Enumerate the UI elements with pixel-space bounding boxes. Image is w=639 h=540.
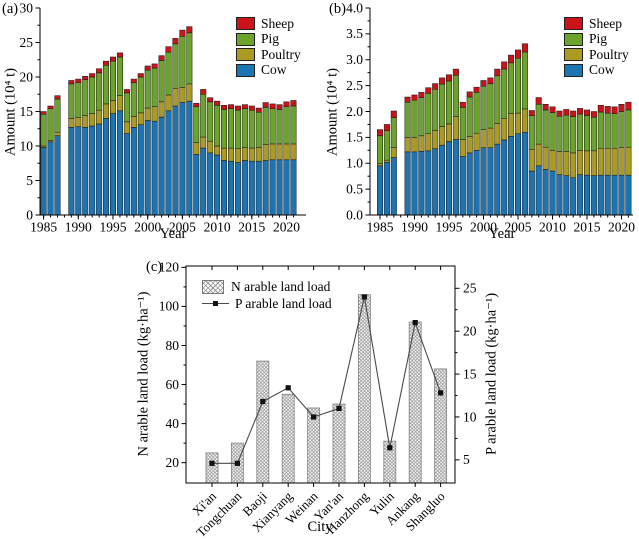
svg-text:15: 15 [463, 366, 477, 381]
panel-b: 0.0 0.5 1.0 1.5 2.0 2.5 3.0 3.5 4.0 1985 1990 1995 2… [320, 0, 639, 250]
svg-text:40: 40 [166, 416, 180, 431]
svg-text:2005: 2005 [169, 220, 196, 235]
legend-label-sheep: Sheep [589, 15, 622, 31]
svg-text:10: 10 [463, 409, 477, 424]
svg-text:5: 5 [463, 452, 470, 467]
legend-label-sheep: Sheep [261, 15, 294, 31]
panel-b-plot: 0.0 0.5 1.0 1.5 2.0 2.5 3.0 3.5 4.0 1985 1990 1995 2… [346, 0, 635, 235]
svg-text:1990: 1990 [401, 220, 428, 235]
legend-item-sheep: Sheep [236, 16, 301, 32]
n-load-hatch-swatch [202, 279, 224, 294]
svg-text:20: 20 [20, 69, 34, 84]
pig-color-swatch [564, 32, 583, 46]
svg-text:1985: 1985 [367, 220, 394, 235]
legend-item-sheep: Sheep [564, 16, 629, 32]
svg-text:2020: 2020 [608, 220, 635, 235]
svg-text:2.5: 2.5 [346, 78, 363, 93]
svg-text:80: 80 [166, 338, 180, 353]
legend-label-poultry: Poultry [589, 46, 629, 62]
svg-text:20: 20 [166, 455, 180, 470]
svg-text:0.0: 0.0 [346, 207, 363, 222]
svg-text:1990: 1990 [65, 220, 92, 235]
svg-text:10: 10 [20, 138, 34, 153]
svg-text:5: 5 [26, 173, 33, 188]
legend-item-pig: Pig [564, 31, 629, 48]
legend-item-cow: Cow [564, 62, 629, 79]
panel-c-label: (c) [146, 259, 163, 275]
poultry-color-swatch [236, 48, 255, 62]
svg-text:2005: 2005 [505, 220, 532, 235]
svg-text:1.0: 1.0 [346, 156, 363, 171]
svg-text:1.5: 1.5 [346, 130, 363, 145]
panel-a-plot: 0 5 10 15 20 25 30 1985 1990 1995 2000 2005 2010 2015… [20, 0, 306, 235]
legend-label-pig: Pig [261, 31, 280, 47]
panel-a-x-axis-label: Year [159, 226, 187, 242]
panel-a: 0 5 10 15 20 25 30 1985 1990 1995 2000 2005 2010 2015… [0, 0, 320, 250]
sheep-color-swatch [564, 17, 583, 31]
svg-text:2020: 2020 [273, 220, 300, 235]
svg-text:2015: 2015 [574, 220, 601, 235]
svg-text:1995: 1995 [436, 220, 463, 235]
svg-text:0: 0 [26, 207, 33, 222]
svg-text:15: 15 [20, 104, 34, 119]
panel-b-y-axis-label: Amount (10⁴ t) [324, 67, 341, 157]
legend-item-cow: Cow [236, 62, 301, 79]
svg-text:1985: 1985 [30, 220, 57, 235]
panel-c-plot: 20406080100120510152025Xi'anTongchuanBao… [159, 260, 477, 540]
panel-c-x-axis-label: City [307, 519, 333, 535]
svg-text:2000: 2000 [470, 220, 497, 235]
panel-c-legend: N arable land load P arable land load [202, 278, 332, 312]
panel-a-legend: Sheep Pig Poultry Cow [236, 16, 301, 78]
svg-text:4.0: 4.0 [346, 0, 363, 15]
poultry-color-swatch [564, 48, 583, 62]
svg-text:2010: 2010 [204, 220, 231, 235]
panel-a-label: (a) [2, 1, 19, 17]
svg-text:25: 25 [20, 35, 34, 50]
legend-item-poultry: Poultry [564, 47, 629, 63]
panel-c-right-axis-label: P arable land load (kg·ha⁻¹) [483, 292, 500, 456]
panel-a-y-axis-label: Amount (10⁴ t) [2, 67, 19, 157]
legend-item-poultry: Poultry [236, 47, 301, 63]
p-load-line-swatch [202, 298, 229, 310]
panel-b-x-axis-label: Year [488, 226, 516, 242]
panel-c: 20 40 60 80 100 120 5 10 15 20 25 Xi'an Tongchuan Bao… [130, 255, 510, 540]
svg-text:25: 25 [463, 281, 477, 296]
legend-label-cow: Cow [589, 62, 615, 78]
legend-item-p-load: P arable land load [202, 295, 332, 312]
legend-label-pig: Pig [589, 31, 608, 47]
legend-item-n-load: N arable land load [202, 278, 332, 295]
legend-label-n-load: N arable land load [231, 278, 331, 294]
cow-color-swatch [564, 63, 583, 77]
panel-c-left-axis-label: N arable land load (kg·ha⁻¹) [135, 291, 152, 457]
svg-text:1995: 1995 [100, 220, 127, 235]
svg-text:2000: 2000 [134, 220, 161, 235]
svg-text:3.5: 3.5 [346, 26, 363, 41]
svg-text:0.5: 0.5 [346, 181, 363, 196]
legend-label-p-load: P arable land load [235, 295, 332, 311]
svg-text:30: 30 [20, 0, 34, 15]
svg-text:2.0: 2.0 [346, 104, 363, 119]
svg-text:2015: 2015 [238, 220, 265, 235]
pig-color-swatch [236, 32, 255, 46]
legend-label-cow: Cow [261, 62, 287, 78]
legend-label-poultry: Poultry [261, 46, 301, 62]
svg-text:3.0: 3.0 [346, 52, 363, 67]
svg-text:120: 120 [159, 260, 180, 275]
sheep-color-swatch [236, 17, 255, 31]
svg-text:100: 100 [159, 299, 180, 314]
panel-b-legend: Sheep Pig Poultry Cow [564, 16, 629, 78]
svg-text:2010: 2010 [539, 220, 566, 235]
panel-b-label: (b) [329, 1, 346, 17]
svg-text:20: 20 [463, 323, 477, 338]
svg-text:60: 60 [166, 377, 180, 392]
legend-item-pig: Pig [236, 31, 301, 48]
cow-color-swatch [236, 63, 255, 77]
